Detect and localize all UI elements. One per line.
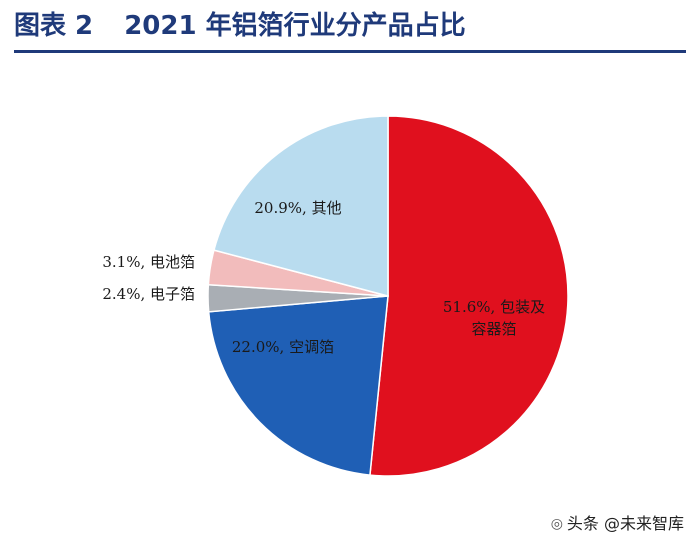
slice-label-5: 20.9%, 其他 xyxy=(254,199,341,217)
title-text: 2021 年铝箔行业分产品占比 xyxy=(124,11,466,41)
watermark-text: 头条 @未来智库 xyxy=(566,514,684,533)
slice-label-1: 51.6%, 包装及容器箔 xyxy=(443,298,545,338)
title-divider xyxy=(14,50,686,53)
chart-title: 图表 2 2021 年铝箔行业分产品占比 xyxy=(14,6,686,46)
pie-slice-5 xyxy=(213,115,389,297)
slice-label-3: 2.4%, 电子箔 xyxy=(102,285,195,303)
watermark: ◎ 头条 @未来智库 xyxy=(546,511,688,537)
slice-label-4: 3.1%, 电池箔 xyxy=(102,253,195,271)
figure-label: 图表 2 xyxy=(14,11,94,41)
pie-slice-2 xyxy=(207,295,389,476)
wechat-icon: ◎ xyxy=(550,516,563,532)
slice-label-2: 22.0%, 空调箔 xyxy=(232,338,334,356)
pie-slice-1 xyxy=(369,115,569,477)
